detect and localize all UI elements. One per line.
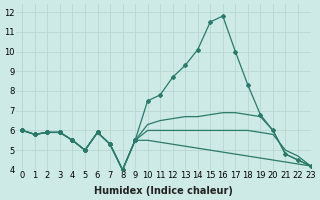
X-axis label: Humidex (Indice chaleur): Humidex (Indice chaleur): [94, 186, 233, 196]
